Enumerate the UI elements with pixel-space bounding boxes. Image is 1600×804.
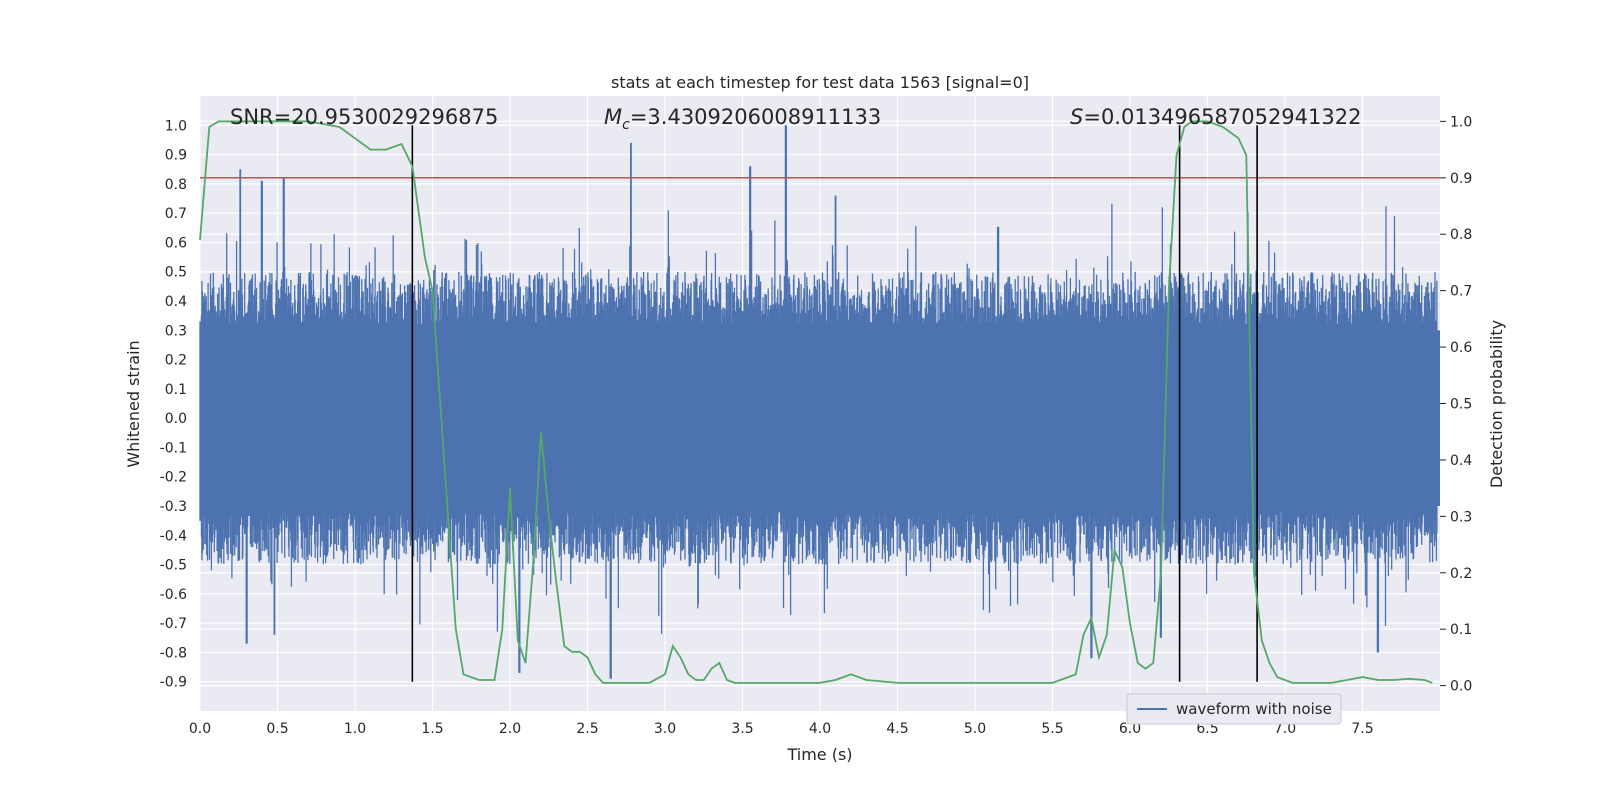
x-tick-label: 7.0 [1274,721,1296,737]
right-y-tick-label: 0.9 [1450,171,1472,187]
x-tick-label: 2.5 [576,721,598,737]
left-y-tick-label: -0.7 [160,616,187,632]
right-y-axis-ticks: 1.0 0.9 0.8 0.7 0.6 0.5 0.4 0.3 0.2 0.1 0.0 [1440,114,1472,695]
waveform-with-noise-series [199,125,1440,679]
x-tick-label: 4.5 [886,721,908,737]
x-tick-label: 5.5 [1041,721,1063,737]
left-y-tick-label: 0.9 [165,148,187,164]
right-y-tick-label: 0.5 [1450,397,1472,413]
x-tick-label: 1.5 [421,721,443,737]
snr-annotation: SNR=20.9530029296875 [230,105,498,129]
x-tick-label: 3.0 [654,721,676,737]
left-y-tick-label: -0.8 [160,645,187,661]
x-tick-label: 0.0 [189,721,211,737]
x-tick-label: 1.0 [344,721,366,737]
left-y-axis-ticks: 1.0 0.9 0.8 0.7 0.6 0.5 0.4 0.3 0.2 0.1 0.0 -0.1 -0.… [160,118,187,690]
left-y-tick-label: 0.4 [165,294,187,310]
right-y-tick-label: 0.2 [1450,566,1472,582]
left-y-tick-label: 0.3 [165,323,187,339]
x-tick-label: 0.5 [266,721,288,737]
left-y-tick-label: -0.9 [160,675,187,691]
right-y-tick-label: 0.0 [1450,679,1472,695]
x-tick-label: 6.0 [1119,721,1141,737]
left-y-tick-label: -0.4 [160,528,187,544]
left-y-tick-label: 0.6 [165,235,187,251]
left-y-tick-label: 0.2 [165,353,187,369]
x-tick-label: 3.5 [731,721,753,737]
x-tick-label: 2.0 [499,721,521,737]
waveform-core [200,330,1440,506]
left-y-tick-label: 0.7 [165,206,187,222]
event-markers [411,125,1258,682]
mc-value: =3.4309206008911133 [630,105,881,129]
x-tick-label: 7.5 [1351,721,1373,737]
left-y-tick-label: -0.6 [160,587,187,603]
right-y-tick-label: 0.7 [1450,284,1472,300]
left-y-tick-label: -0.2 [160,470,187,486]
left-y-tick-label: 0.1 [165,382,187,398]
x-axis-ticks: 0.0 0.5 1.0 1.5 2.0 2.5 3.0 3.5 4.0 4.5 5.0 5.5 6.0 6… [189,721,1374,737]
right-y-tick-label: 0.1 [1450,622,1472,638]
x-axis-label: Time (s) [786,745,852,764]
left-y-tick-label: 0.8 [165,177,187,193]
y-axis-label-right: Detection probability [1487,320,1506,488]
right-y-tick-label: 0.3 [1450,509,1472,525]
detection-probability-series [199,120,1433,684]
right-y-tick-label: 0.6 [1450,340,1472,356]
left-y-tick-label: -0.3 [160,499,187,515]
mc-symbol: M [604,105,622,129]
x-tick-label: 5.0 [964,721,986,737]
left-y-tick-label: 1.0 [165,118,187,134]
s-symbol: S [1070,105,1083,129]
legend: waveform with noise [1126,693,1342,725]
right-y-tick-label: 0.8 [1450,227,1472,243]
left-y-tick-label: 0.0 [165,411,187,427]
left-y-tick-label: 0.5 [165,265,187,281]
s-annotation: S=0.01349658705294132​2 [1070,105,1361,129]
y-axis-label-left: Whitened strain [124,340,143,467]
chart-title: stats at each timestep for test data 156… [611,73,1029,92]
right-y-tick-label: 0.4 [1450,453,1472,469]
left-y-tick-label: -0.5 [160,558,187,574]
right-y-tick-label: 1.0 [1450,114,1472,130]
left-y-tick-label: -0.1 [160,440,187,456]
mc-subscript: c [622,117,630,133]
x-tick-label: 4.0 [809,721,831,737]
detection-probability-line [199,120,1433,684]
legend-label: waveform with noise [1176,700,1332,718]
legend-box [1126,693,1342,725]
x-tick-label: 6.5 [1196,721,1218,737]
chirp-mass-annotation: Mc=3.4309206008911133 [604,105,881,133]
s-value: =0.01349658705294132​2 [1083,105,1361,129]
